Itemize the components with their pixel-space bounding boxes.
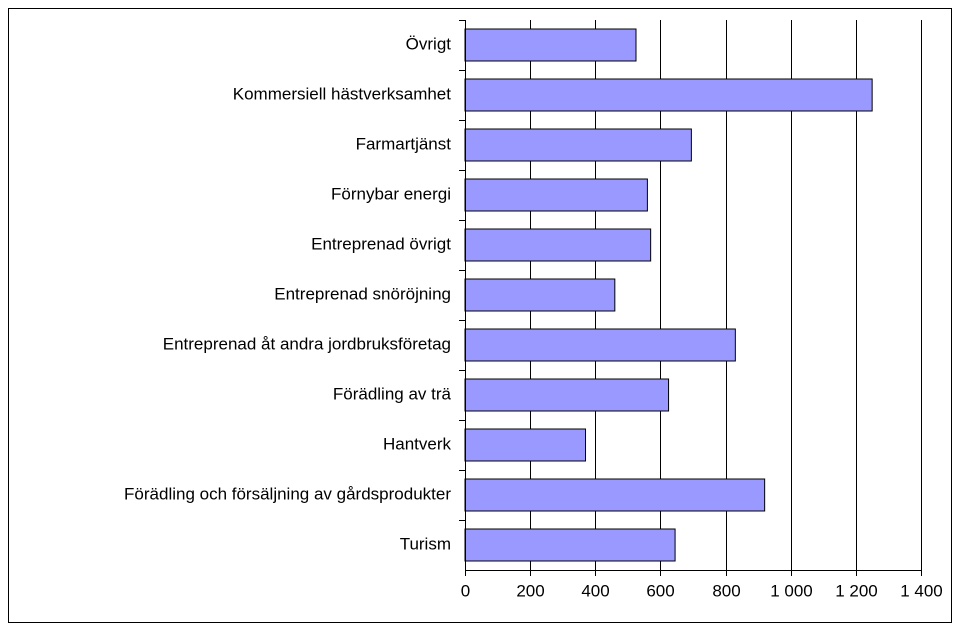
y-tick-label: Förädling och försäljning av gårdsproduk… [124, 484, 451, 503]
y-tick-label: Förädling av trä [333, 384, 452, 403]
y-tick-label: Kommersiell hästverksamhet [233, 84, 452, 103]
bar [464, 428, 587, 462]
bar [464, 528, 676, 562]
bar [464, 128, 692, 162]
bar [464, 378, 670, 412]
x-tick-label: 1 200 [835, 581, 878, 600]
bar [464, 328, 736, 362]
bar [464, 178, 648, 212]
x-tick-label: 200 [516, 581, 544, 600]
bar [464, 228, 652, 262]
x-tick-label: 400 [581, 581, 609, 600]
x-tick-label: 0 [461, 581, 470, 600]
bar [464, 278, 616, 312]
bar [464, 28, 637, 62]
x-tick-label: 1 000 [770, 581, 813, 600]
bar [464, 478, 766, 512]
y-tick-label: Farmartjänst [356, 134, 452, 153]
x-tick-label: 600 [646, 581, 674, 600]
bar [464, 78, 873, 112]
y-tick-label: Turism [400, 534, 451, 553]
x-tick-label: 800 [712, 581, 740, 600]
y-tick-label: Hantverk [383, 434, 452, 453]
y-tick-label: Förnybar energi [331, 184, 451, 203]
y-tick-label: Entreprenad åt andra jordbruksföretag [163, 334, 451, 353]
x-tick-label: 1 400 [900, 581, 943, 600]
y-tick-label: Övrigt [406, 34, 452, 53]
y-tick-label: Entreprenad övrigt [311, 234, 451, 253]
y-tick-label: Entreprenad snöröjning [274, 284, 451, 303]
